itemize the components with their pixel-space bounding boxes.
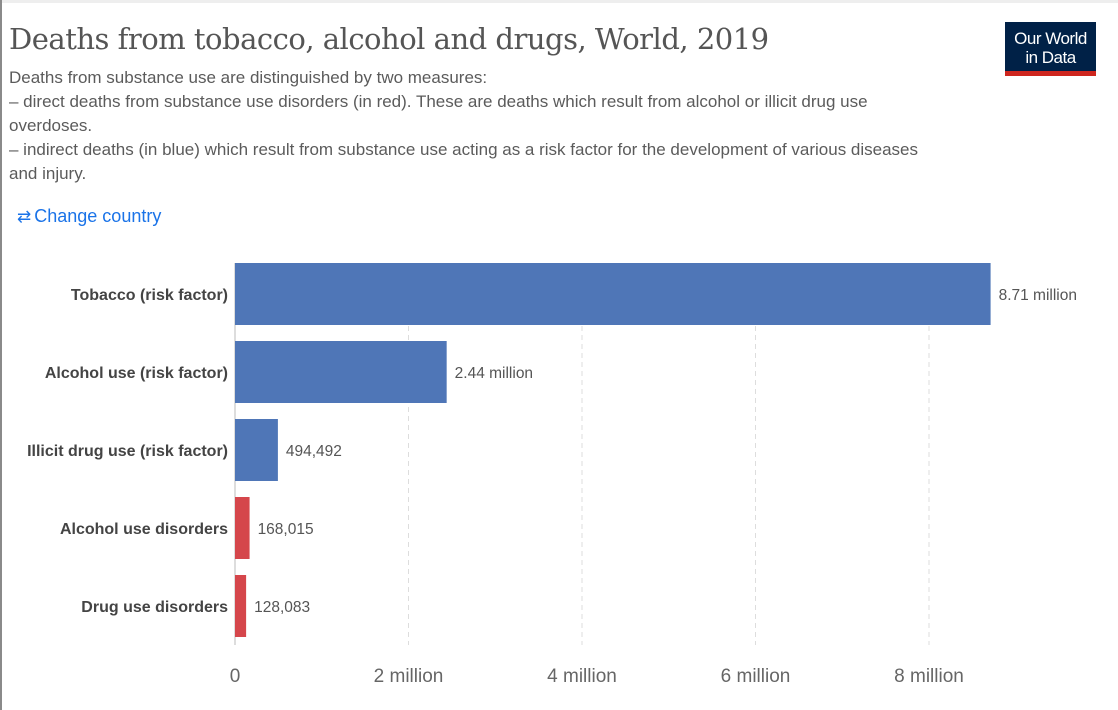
- logo-line: Our World: [1014, 29, 1087, 48]
- category-label: Tobacco (risk factor): [71, 287, 228, 304]
- value-label: 168,015: [258, 521, 314, 538]
- subtitle-line: – indirect deaths (in blue) which result…: [9, 140, 923, 183]
- subtitle-line: – direct deaths from substance use disor…: [9, 92, 873, 135]
- category-label: Alcohol use (risk factor): [45, 365, 228, 382]
- change-country-label: Change country: [34, 206, 162, 226]
- category-label: Alcohol use disorders: [60, 521, 228, 538]
- bar[interactable]: [235, 341, 447, 403]
- chart-title: Deaths from tobacco, alcohol and drugs, …: [9, 22, 769, 56]
- bar[interactable]: [235, 497, 250, 559]
- swap-arrows-icon: ⇄: [17, 207, 32, 226]
- chart-subtitle: Deaths from substance use are distinguis…: [9, 66, 939, 186]
- value-label: 8.71 million: [999, 287, 1077, 304]
- value-label: 128,083: [254, 599, 310, 616]
- x-tick-label: 0: [230, 666, 241, 687]
- category-label: Illicit drug use (risk factor): [27, 443, 228, 460]
- bar[interactable]: [235, 263, 991, 325]
- top-border: [0, 0, 1118, 3]
- change-country-button[interactable]: ⇄ Change country: [17, 206, 161, 227]
- left-border: [0, 0, 2, 710]
- bar[interactable]: [235, 575, 247, 637]
- x-tick-label: 4 million: [547, 666, 617, 687]
- category-label: Drug use disorders: [81, 599, 228, 616]
- subtitle-line: Deaths from substance use are distinguis…: [9, 68, 488, 87]
- owid-logo[interactable]: Our World in Data: [1005, 22, 1096, 76]
- x-tick-label: 6 million: [721, 666, 791, 687]
- logo-line: in Data: [1025, 48, 1076, 67]
- x-tick-label: 2 million: [374, 666, 444, 687]
- x-tick-label: 8 million: [894, 666, 964, 687]
- value-label: 494,492: [286, 443, 342, 460]
- value-label: 2.44 million: [455, 365, 533, 382]
- bar[interactable]: [235, 419, 278, 481]
